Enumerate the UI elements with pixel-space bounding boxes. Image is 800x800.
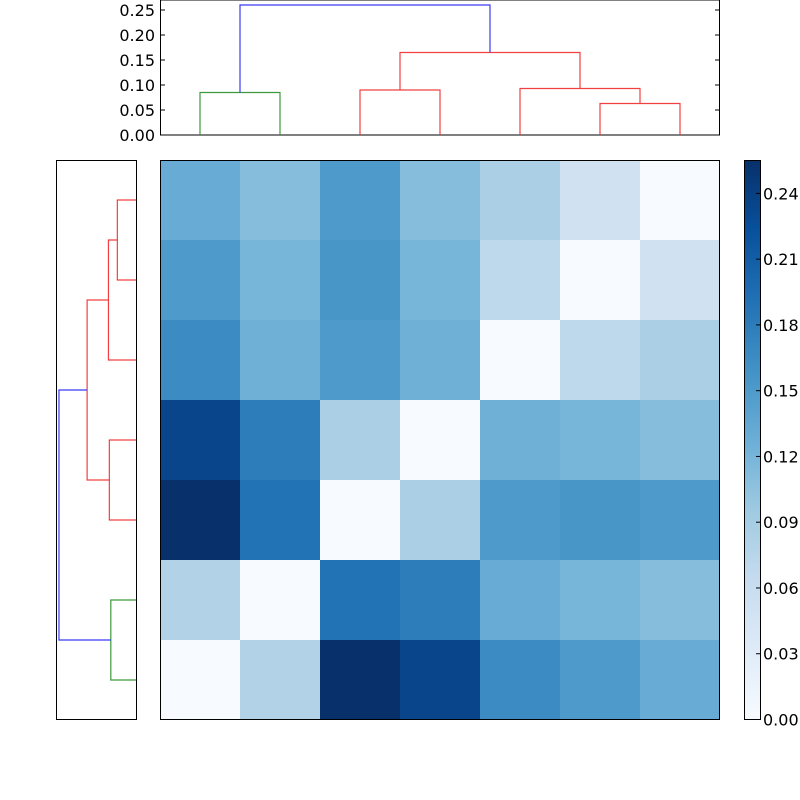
heatmap-cell <box>160 320 240 400</box>
colorbar-tick-label: 0.12 <box>763 447 799 466</box>
dendrogram-link <box>239 4 491 93</box>
left-dendrogram <box>56 160 137 720</box>
heatmap-cell <box>400 640 480 720</box>
heatmap-cell <box>640 640 720 720</box>
heatmap-cell <box>640 240 720 320</box>
colorbar-ticks: 0.00 0.03 0.06 0.09 0.12 0.15 0.18 0.21 0.24 <box>756 184 799 730</box>
heatmap-cell <box>640 320 720 400</box>
heatmap-cell <box>240 320 320 400</box>
heatmap-cell <box>400 480 480 560</box>
dendrogram-link <box>58 389 111 641</box>
heatmap-cell <box>160 240 240 320</box>
heatmap-cell <box>240 240 320 320</box>
colorbar-tick-label: 0.03 <box>763 645 799 664</box>
heatmap-cell <box>320 160 400 240</box>
top-dendrogram-links <box>199 4 681 135</box>
heatmap-cell <box>320 640 400 720</box>
heatmap-cell <box>240 640 320 720</box>
heatmap-cell <box>320 320 400 400</box>
heatmap-cell <box>160 560 240 640</box>
heatmap-cell <box>480 640 560 720</box>
heatmap-cell <box>480 560 560 640</box>
heatmap-cell <box>560 160 640 240</box>
heatmap-cell <box>480 320 560 400</box>
heatmap-cell <box>240 400 320 480</box>
heatmap-cells <box>160 160 720 720</box>
heatmap-cell <box>560 400 640 480</box>
top-dendrogram: 0.00 0.05 0.10 0.15 0.20 0.25 <box>119 0 720 145</box>
colorbar-tick-label: 0.06 <box>763 579 799 598</box>
heatmap-cell <box>480 160 560 240</box>
heatmap-cell <box>240 560 320 640</box>
left-dendrogram-links <box>58 199 136 681</box>
colorbar-tick-label: 0.18 <box>763 316 799 335</box>
heatmap-cell <box>240 480 320 560</box>
heatmap-cell <box>160 480 240 560</box>
colorbar: 0.00 0.03 0.06 0.09 0.12 0.15 0.18 0.21 0.24 <box>744 160 799 730</box>
heatmap-cell <box>560 560 640 640</box>
heatmap-cell <box>160 160 240 240</box>
heatmap-cell <box>320 560 400 640</box>
top-dendrogram-tick-label: 0.00 <box>119 126 155 145</box>
heatmap-cell <box>320 400 400 480</box>
colorbar-tick-label: 0.24 <box>763 184 799 203</box>
heatmap-cell <box>400 320 480 400</box>
heatmap-cell <box>400 560 480 640</box>
colorbar-tick-label: 0.09 <box>763 513 799 532</box>
colorbar-tick-label: 0.21 <box>763 250 799 269</box>
top-dendrogram-tick-label: 0.05 <box>119 101 155 120</box>
colorbar-tick-label: 0.15 <box>763 382 799 401</box>
top-dendrogram-yaxis: 0.00 0.05 0.10 0.15 0.20 0.25 <box>119 1 720 145</box>
top-dendrogram-tick-label: 0.25 <box>119 1 155 20</box>
top-dendrogram-tick-label: 0.10 <box>119 76 155 95</box>
heatmap-cell <box>400 400 480 480</box>
heatmap-cell <box>560 640 640 720</box>
heatmap-cell <box>480 240 560 320</box>
colorbar-gradient <box>744 160 761 720</box>
heatmap-cell <box>240 160 320 240</box>
heatmap-cell <box>560 480 640 560</box>
heatmap-cell <box>480 480 560 560</box>
heatmap-cell <box>480 400 560 480</box>
top-dendrogram-tick-label: 0.20 <box>119 26 155 45</box>
heatmap-cell <box>560 320 640 400</box>
heatmap-cell <box>640 160 720 240</box>
heatmap-cell <box>560 240 640 320</box>
heatmap-cell <box>160 640 240 720</box>
heatmap-cell <box>400 160 480 240</box>
heatmap-frame <box>160 160 720 720</box>
top-dendrogram-tick-label: 0.15 <box>119 51 155 70</box>
heatmap-cell <box>320 480 400 560</box>
heatmap-cell <box>320 240 400 320</box>
heatmap-cell <box>640 480 720 560</box>
heatmap-cell <box>400 240 480 320</box>
colorbar-tick-label: 0.00 <box>763 711 799 730</box>
heatmap-cell <box>640 560 720 640</box>
heatmap-cell <box>160 400 240 480</box>
heatmap-cell <box>640 400 720 480</box>
heatmap <box>160 160 720 720</box>
